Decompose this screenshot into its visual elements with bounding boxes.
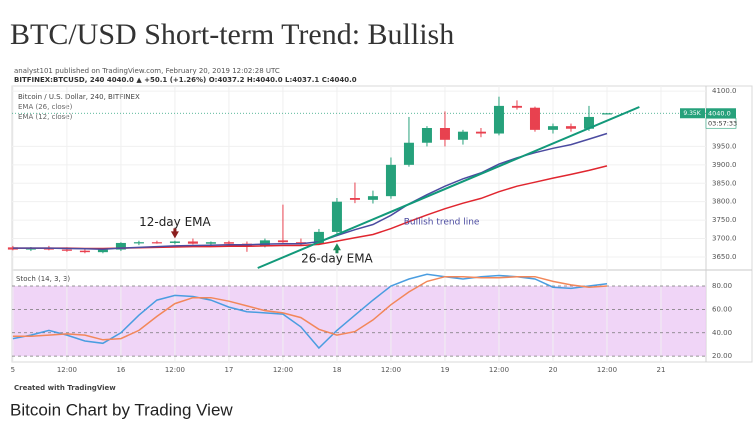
candle-body bbox=[79, 250, 90, 253]
candle-body bbox=[511, 105, 522, 108]
footer: Created with TradingView bbox=[14, 384, 116, 392]
y-tick-label: 3900.0 bbox=[712, 161, 737, 169]
legend-entry: EMA (26, close) bbox=[18, 103, 73, 111]
series-line bbox=[12, 132, 608, 250]
series-line bbox=[12, 275, 608, 341]
trend-line-label: Bullish trend line bbox=[404, 218, 480, 228]
last-price-box bbox=[706, 108, 736, 119]
y-tick-label: 4100.0 bbox=[712, 87, 737, 95]
candle-body bbox=[403, 142, 414, 165]
candle-body bbox=[421, 128, 432, 143]
annotation-arrow bbox=[332, 243, 341, 254]
candle-body bbox=[349, 198, 360, 200]
candle-body bbox=[169, 241, 180, 243]
y-tick-label: 60.00 bbox=[712, 305, 732, 313]
candle-body bbox=[133, 242, 144, 244]
candle-body bbox=[457, 131, 468, 140]
candle-body bbox=[547, 126, 558, 130]
x-tick-label: 19 bbox=[441, 366, 450, 374]
countdown-box bbox=[705, 117, 737, 129]
x-tick-label: 12:00 bbox=[489, 366, 509, 374]
candle-body bbox=[529, 107, 540, 130]
legend-entry: EMA (12, close) bbox=[18, 113, 73, 121]
volume-label-box bbox=[680, 108, 705, 119]
candle-body bbox=[439, 128, 450, 140]
annotation-label: 26-day EMA bbox=[301, 252, 373, 266]
candle-body bbox=[583, 116, 594, 129]
candle-body bbox=[259, 240, 270, 246]
y-tick-label: 3800.0 bbox=[712, 198, 737, 206]
candle-body bbox=[331, 201, 342, 232]
candle-body bbox=[493, 105, 504, 134]
x-tick-label: 16 bbox=[116, 366, 125, 374]
publisher-line: analyst101 published on TradingView.com,… bbox=[14, 67, 280, 75]
plot-frame bbox=[11, 85, 753, 363]
x-tick-label: 20 bbox=[549, 366, 558, 374]
x-tick-label: 18 bbox=[332, 366, 341, 374]
x-tick-label: 12:00 bbox=[57, 366, 77, 374]
symbol-line: BITFINEX:BTCUSD, 240 4040.0 ▲ +50.1 (+1.… bbox=[14, 76, 357, 84]
candle-body bbox=[277, 240, 288, 243]
candle-body bbox=[223, 242, 234, 244]
y-tick-label: 80.00 bbox=[712, 282, 732, 290]
candle-body bbox=[61, 249, 72, 251]
y-tick-label: 3750.0 bbox=[712, 216, 737, 224]
candle-body bbox=[205, 242, 216, 244]
x-tick-label: 21 bbox=[657, 366, 666, 374]
caption: Bitcoin Chart by Trading View bbox=[10, 400, 233, 419]
candle-body bbox=[475, 131, 486, 134]
x-tick-label: 5 bbox=[11, 366, 15, 374]
y-tick-label: 20.00 bbox=[712, 352, 732, 360]
x-tick-label: 17 bbox=[224, 366, 233, 374]
y-tick-label: 3650.0 bbox=[712, 253, 737, 261]
series-line bbox=[12, 273, 608, 350]
x-tick-label: 12:00 bbox=[597, 366, 617, 374]
candle-body bbox=[367, 196, 378, 200]
y-tick-label: 3950.0 bbox=[712, 142, 737, 150]
candle-body bbox=[187, 241, 198, 244]
countdown-label: 03:57:33 bbox=[708, 119, 737, 127]
candle-body bbox=[601, 113, 612, 115]
volume-label: 9.35K bbox=[683, 110, 701, 117]
article-title: BTC/USD Short-term Trend: Bullish bbox=[10, 18, 454, 51]
candle-body bbox=[97, 249, 108, 253]
candle-body bbox=[115, 242, 126, 250]
x-tick-label: 12:00 bbox=[381, 366, 401, 374]
candle-body bbox=[151, 242, 162, 244]
candle-body bbox=[385, 164, 396, 197]
trend-line bbox=[257, 106, 640, 269]
y-tick-label: 3700.0 bbox=[712, 235, 737, 243]
annotation-label: 12-day EMA bbox=[139, 215, 211, 229]
candle-body bbox=[313, 231, 324, 244]
stoch-band bbox=[12, 286, 706, 357]
last-price-label: 4040.0 bbox=[708, 109, 731, 117]
candle-body bbox=[565, 126, 576, 129]
x-tick-label: 12:00 bbox=[273, 366, 293, 374]
y-tick-label: 40.00 bbox=[712, 329, 732, 337]
price-pane-title: Bitcoin / U.S. Dollar, 240, BITFINEX bbox=[18, 93, 140, 101]
annotation-arrow bbox=[170, 228, 179, 239]
stoch-pane-title: Stoch (14, 3, 3) bbox=[16, 275, 70, 283]
x-tick-label: 12:00 bbox=[165, 366, 185, 374]
y-tick-label: 3850.0 bbox=[712, 179, 737, 187]
